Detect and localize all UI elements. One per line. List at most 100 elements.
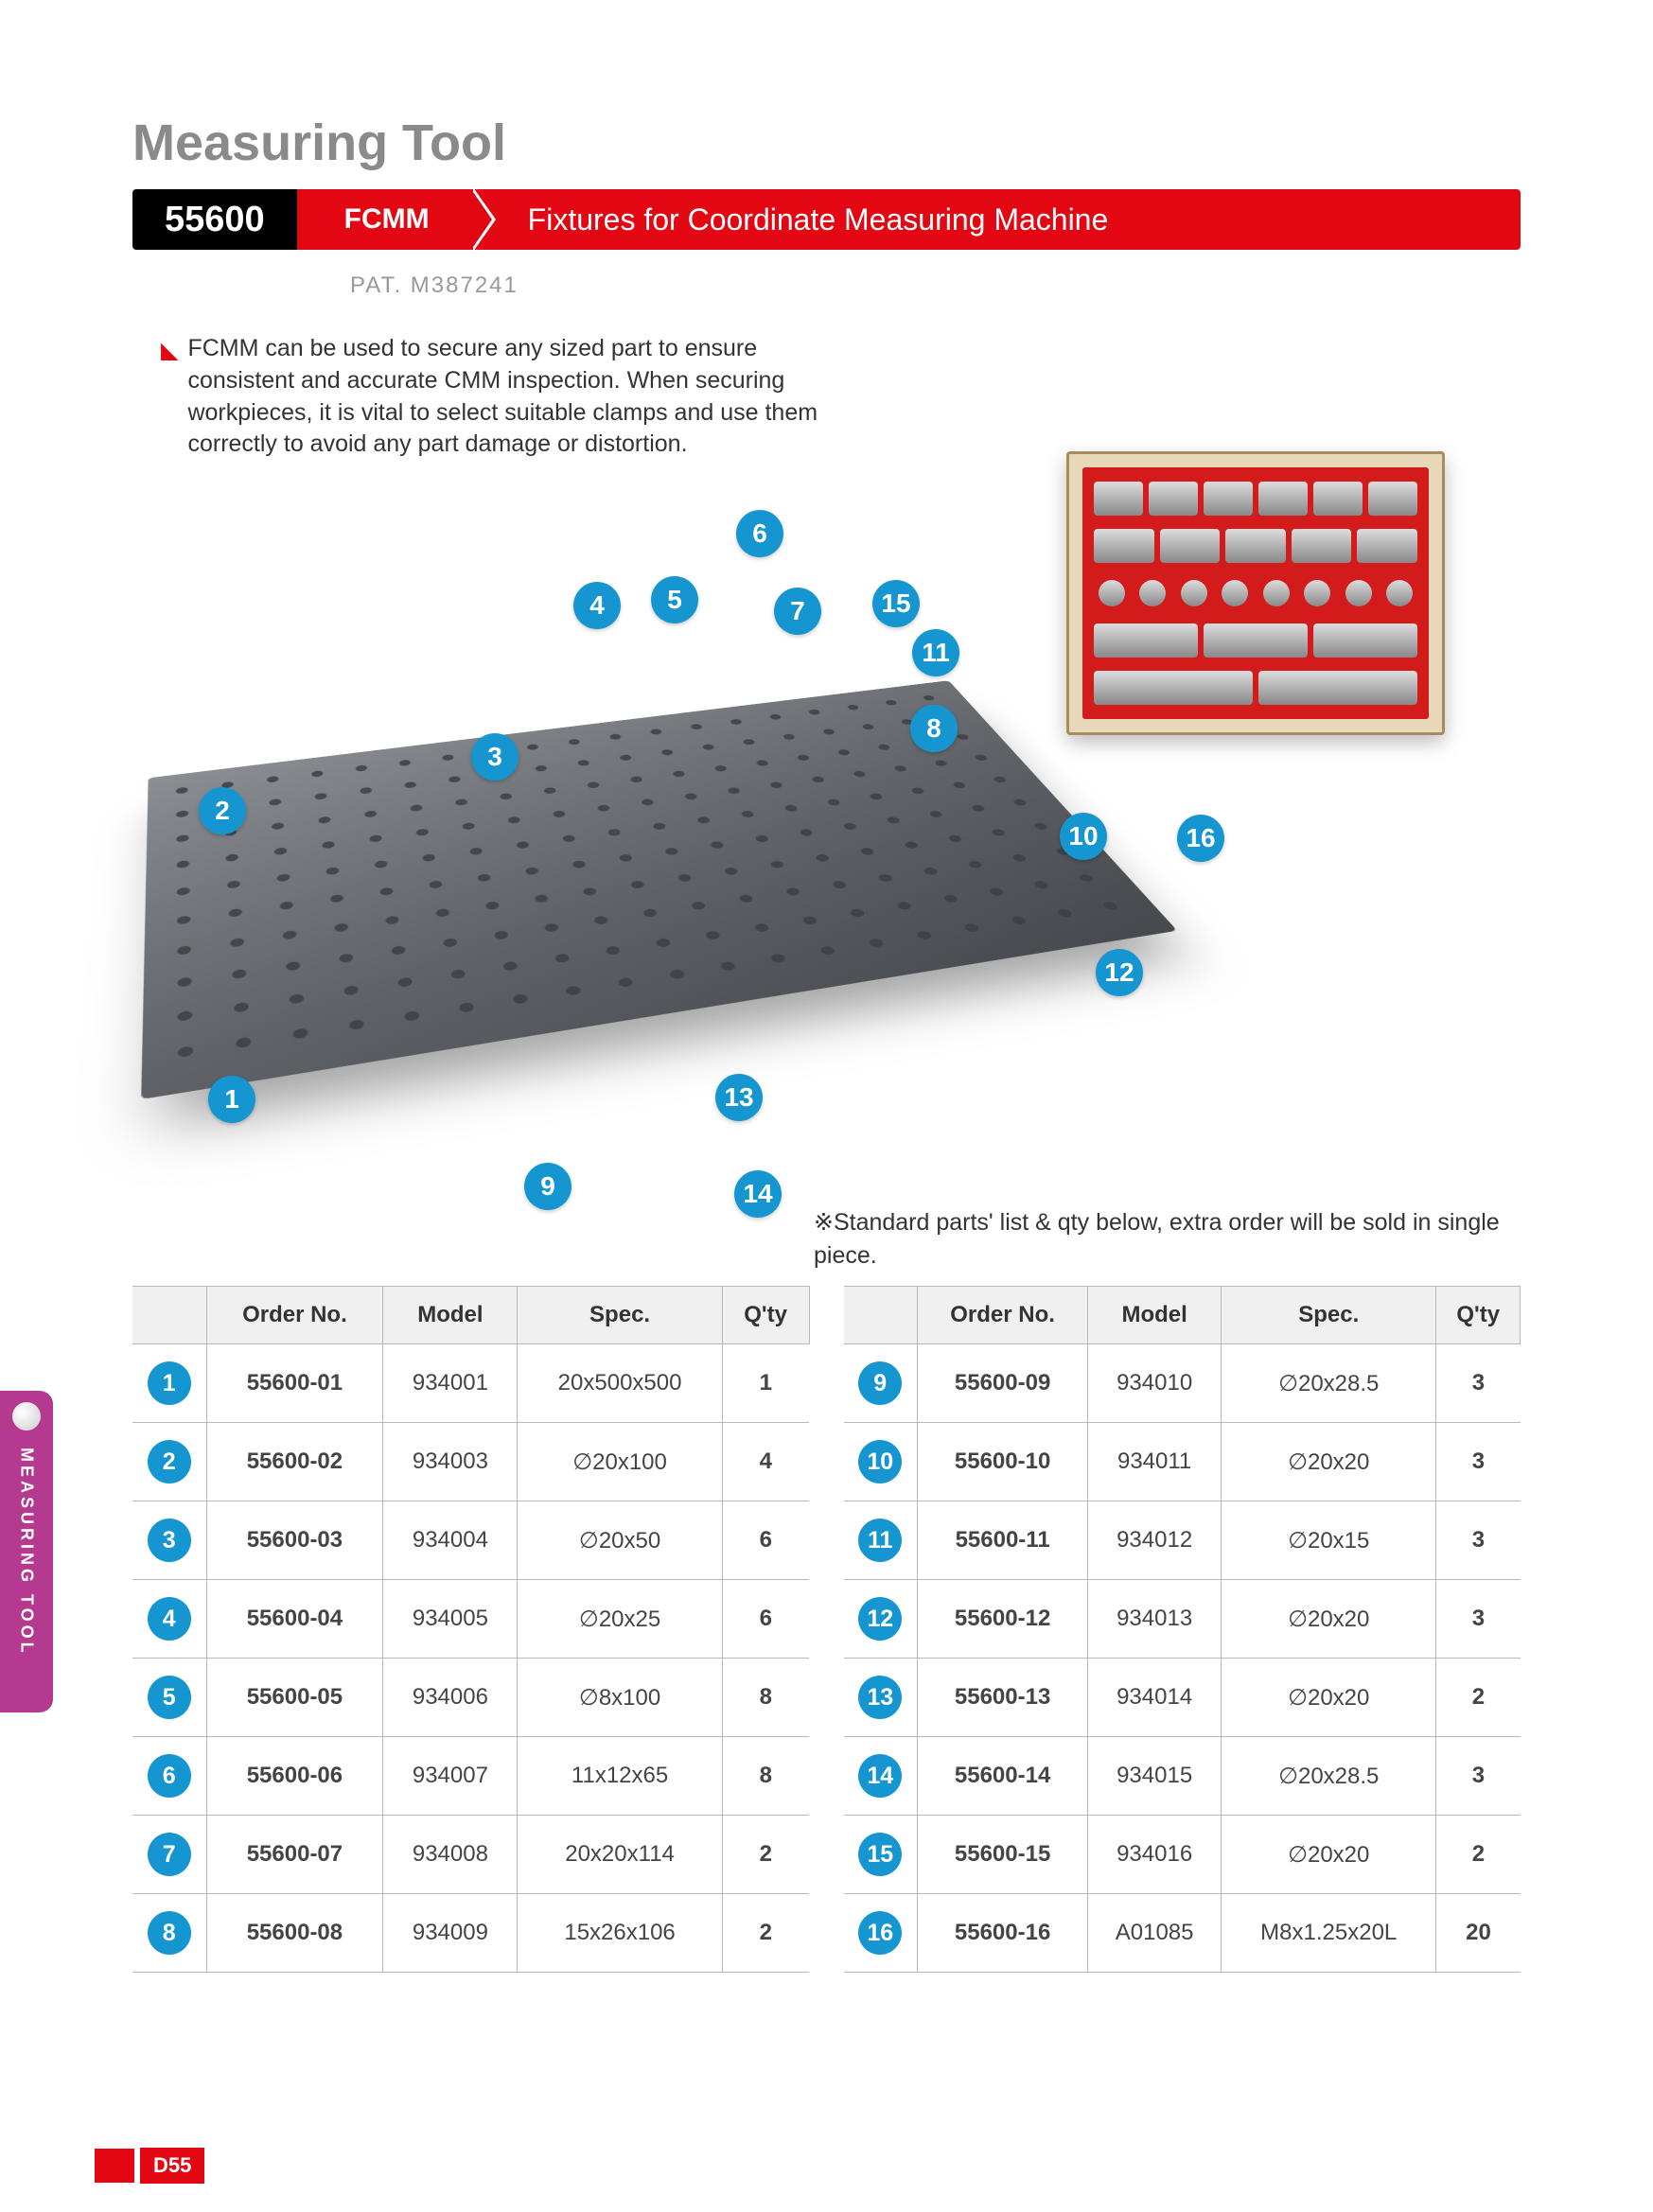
product-abbr: FCMM [297,189,471,250]
cell-qty: 4 [722,1423,809,1501]
cell-model: 934005 [383,1580,518,1659]
cell-qty: 2 [1436,1816,1521,1894]
cell-qty: 2 [722,1816,809,1894]
cell-order: 55600-16 [918,1894,1088,1973]
cell-order: 55600-09 [918,1344,1088,1423]
cell-spec: ∅20x28.5 [1222,1344,1436,1423]
column-header: Spec. [518,1287,722,1344]
row-number-badge: 11 [858,1519,902,1562]
cell-qty: 2 [1436,1659,1521,1737]
cell-model: 934009 [383,1894,518,1973]
section-tab-label: MEASURING TOOL [17,1448,37,1657]
cell-order: 55600-04 [206,1580,383,1659]
cell-model: A01085 [1088,1894,1222,1973]
page-footer: D55 [95,2148,204,2184]
callout-badge-15: 15 [872,580,920,627]
callout-badge-14: 14 [734,1170,782,1218]
cell-qty: 3 [1436,1737,1521,1816]
footer-accent-bar [95,2149,134,2183]
table-note: ※Standard parts' list & qty below, extra… [814,1206,1521,1273]
column-header: Q'ty [1436,1287,1521,1344]
patent-number: PAT. M387241 [350,272,1521,299]
parts-table-right: Order No.ModelSpec.Q'ty 955600-09934010∅… [844,1286,1521,1973]
table-row: 1555600-15934016∅20x202 [844,1816,1521,1894]
callout-badge-7: 7 [774,588,821,635]
cell-spec: ∅20x100 [518,1423,722,1501]
cell-spec: ∅8x100 [518,1659,722,1737]
table-row: 1655600-16A01085M8x1.25x20L20 [844,1894,1521,1973]
row-number-badge: 10 [858,1440,902,1483]
row-number-badge: 3 [148,1519,191,1562]
row-number-badge: 12 [858,1597,902,1641]
parts-table-left: Order No.ModelSpec.Q'ty 155600-019340012… [132,1286,810,1973]
cell-model: 934001 [383,1344,518,1423]
cell-order: 55600-11 [918,1501,1088,1580]
table-row: 12 55600-12934013∅20x203 [844,1580,1521,1659]
cell-order: 55600-06 [206,1737,383,1816]
callout-badge-16: 16 [1177,815,1224,862]
callout-badge-9: 9 [524,1163,572,1210]
table-row: 555600-05934006∅8x1008 [132,1659,809,1737]
cell-spec: ∅20x20 [1222,1580,1436,1659]
cell-model: 934016 [1088,1816,1222,1894]
cell-spec: 11x12x65 [518,1737,722,1816]
cell-model: 934003 [383,1423,518,1501]
column-header: Order No. [206,1287,383,1344]
callout-badge-3: 3 [471,733,519,781]
row-number-badge: 6 [148,1754,191,1798]
cell-qty: 8 [722,1737,809,1816]
cell-qty: 3 [1436,1580,1521,1659]
cell-order: 55600-12 [918,1580,1088,1659]
row-number-badge: 7 [148,1833,191,1876]
row-number-badge: 2 [148,1440,191,1483]
cell-model: 934007 [383,1737,518,1816]
cell-spec: ∅20x20 [1222,1423,1436,1501]
table-row: 355600-03934004∅20x506 [132,1501,809,1580]
cell-model: 934013 [1088,1580,1222,1659]
cell-model: 934012 [1088,1501,1222,1580]
cell-order: 55600-07 [206,1816,383,1894]
row-number-badge: 8 [148,1911,191,1955]
callout-badge-6: 6 [736,510,783,557]
cell-qty: 3 [1436,1501,1521,1580]
table-row: 1355600-13934014∅20x202 [844,1659,1521,1737]
cell-spec: 15x26x106 [518,1894,722,1973]
cell-qty: 20 [1436,1894,1521,1973]
cell-spec: ∅20x50 [518,1501,722,1580]
table-row: 1455600-14934015∅20x28.53 [844,1737,1521,1816]
table-row: 1055600-10934011∅20x203 [844,1423,1521,1501]
cell-qty: 3 [1436,1423,1521,1501]
callout-badge-2: 2 [199,787,246,834]
callout-badge-13: 13 [715,1074,763,1121]
cell-order: 55600-08 [206,1894,383,1973]
cell-spec: ∅20x15 [1222,1501,1436,1580]
cell-spec: ∅20x25 [518,1580,722,1659]
fixture-plate-illustration [141,680,1177,1099]
table-row: 955600-09934010∅20x28.53 [844,1344,1521,1423]
cell-spec: ∅20x20 [1222,1816,1436,1894]
cell-order: 55600-01 [206,1344,383,1423]
callout-badge-1: 1 [208,1076,255,1123]
cell-model: 934010 [1088,1344,1222,1423]
row-number-badge: 5 [148,1676,191,1719]
table-row: 8 55600-0893400915x26x1062 [132,1894,809,1973]
column-header [844,1287,918,1344]
column-header: Model [1088,1287,1222,1344]
column-header: Order No. [918,1287,1088,1344]
row-number-badge: 13 [858,1676,902,1719]
cell-spec: 20x500x500 [518,1344,722,1423]
cell-model: 934004 [383,1501,518,1580]
callout-badge-10: 10 [1060,813,1107,860]
cell-model: 934011 [1088,1423,1222,1501]
callout-badge-8: 8 [910,705,958,752]
cell-order: 55600-02 [206,1423,383,1501]
cell-qty: 6 [722,1501,809,1580]
parts-case-illustration [1066,451,1445,735]
row-number-badge: 4 [148,1597,191,1641]
cell-spec: 20x20x114 [518,1816,722,1894]
cell-order: 55600-13 [918,1659,1088,1737]
table-row: 155600-0193400120x500x5001 [132,1344,809,1423]
cell-order: 55600-15 [918,1816,1088,1894]
cell-qty: 2 [722,1894,809,1973]
product-banner: 55600 FCMM Fixtures for Coordinate Measu… [132,189,1521,250]
